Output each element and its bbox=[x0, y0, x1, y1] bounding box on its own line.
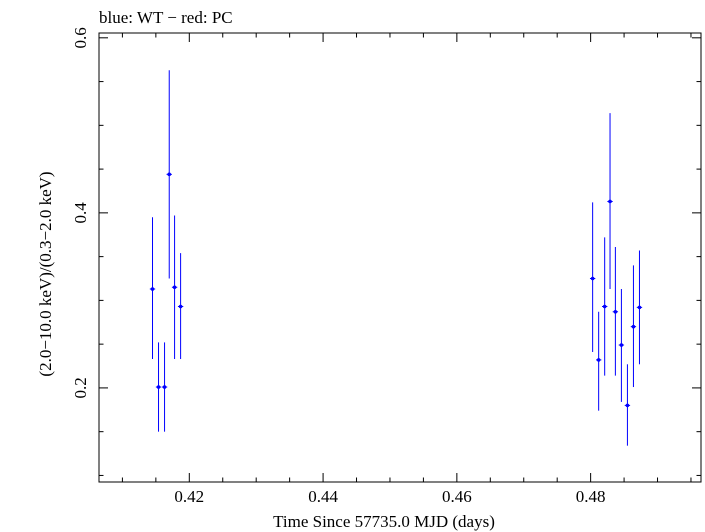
point-marker bbox=[150, 287, 155, 291]
data-point bbox=[155, 342, 162, 432]
point-marker bbox=[172, 285, 177, 290]
chart-title: blue: WT − red: PC bbox=[99, 8, 233, 27]
x-tick-label: 0.46 bbox=[442, 487, 472, 506]
data-point bbox=[161, 342, 168, 432]
point-marker bbox=[167, 172, 172, 177]
axes bbox=[98, 32, 702, 483]
point-marker bbox=[162, 385, 167, 389]
data-point bbox=[589, 202, 596, 353]
point-marker bbox=[625, 403, 630, 408]
point-marker bbox=[619, 343, 624, 347]
y-axis-label: (2.0−10.0 keV)/(0.3−2.0 keV) bbox=[36, 171, 55, 376]
data-point bbox=[612, 246, 619, 376]
point-marker bbox=[637, 305, 642, 310]
y-tick-label: 0.2 bbox=[71, 377, 90, 398]
data-point bbox=[149, 217, 156, 360]
y-tick-label: 0.6 bbox=[71, 27, 90, 48]
data-point bbox=[618, 289, 625, 402]
y-tick-label: 0.4 bbox=[71, 202, 90, 224]
data-point bbox=[166, 70, 172, 279]
data-point bbox=[602, 237, 608, 376]
point-marker bbox=[178, 304, 183, 309]
point-marker bbox=[602, 304, 607, 309]
x-tick-label: 0.48 bbox=[576, 487, 606, 506]
point-marker bbox=[631, 324, 636, 329]
data-marks bbox=[149, 70, 643, 446]
data-point bbox=[171, 215, 178, 360]
data-point bbox=[177, 253, 184, 360]
point-marker bbox=[590, 276, 595, 281]
data-point bbox=[630, 265, 637, 388]
point-marker bbox=[613, 309, 618, 314]
data-point bbox=[624, 364, 631, 446]
data-point bbox=[595, 311, 602, 411]
x-axis-label: Time Since 57735.0 MJD (days) bbox=[273, 512, 495, 531]
x-tick-label: 0.42 bbox=[174, 487, 204, 506]
data-point bbox=[607, 113, 613, 290]
point-marker bbox=[608, 199, 612, 204]
plot-frame bbox=[98, 32, 702, 483]
x-tick-label: 0.44 bbox=[308, 487, 338, 506]
point-marker bbox=[156, 385, 161, 389]
data-point bbox=[636, 250, 643, 365]
ticks: 0.42 0.44 0.46 0.48 0.2 0.4 0.6 bbox=[71, 27, 701, 506]
point-marker bbox=[596, 358, 601, 362]
